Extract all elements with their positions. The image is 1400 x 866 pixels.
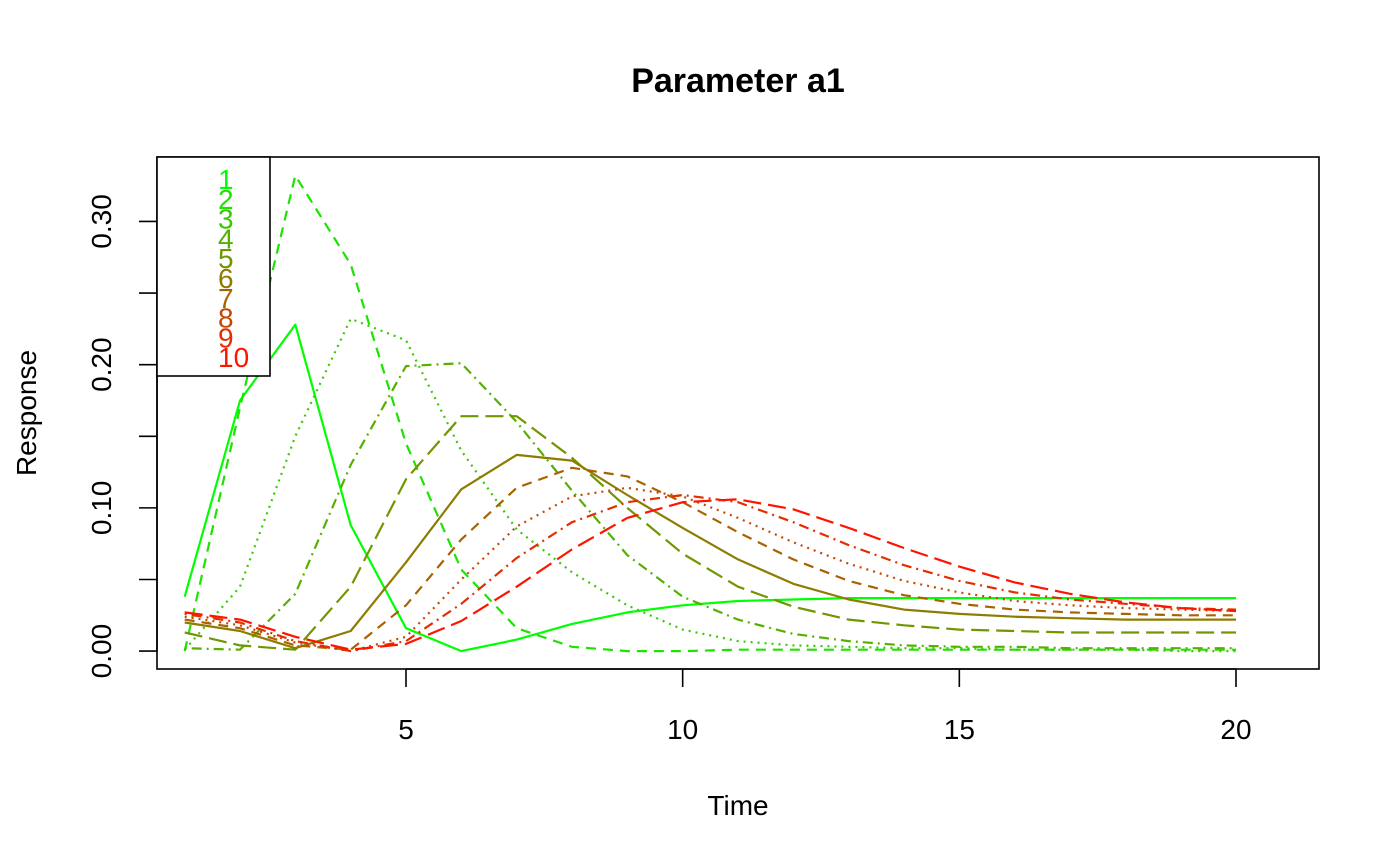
- legend-box: [156, 156, 271, 377]
- x-tick-label: 15: [944, 714, 975, 745]
- x-axis: 5 10 15 20: [398, 668, 1252, 745]
- series-line-6: [184, 453, 1236, 650]
- x-tick-label: 20: [1220, 714, 1251, 745]
- y-tick-label: 0.30: [86, 194, 117, 249]
- x-tick-label: 10: [667, 714, 698, 745]
- legend-entry-10: 10: [218, 342, 249, 373]
- series-lines: [183, 174, 1237, 653]
- series-line-8: [184, 486, 1237, 653]
- series-line-2: [183, 174, 1236, 653]
- series-line-10: [184, 498, 1237, 651]
- series-line-3: [183, 317, 1236, 653]
- legend-entry-9: 9: [218, 322, 234, 353]
- legend-entry-7: 7: [218, 283, 234, 314]
- y-tick-label: 0.20: [86, 337, 117, 392]
- series-line-1: [183, 323, 1236, 653]
- legend-entry-8: 8: [218, 303, 234, 334]
- series-line-4: [184, 362, 1236, 651]
- legend-entry-1: 1: [218, 164, 234, 195]
- series-line-9: [184, 493, 1237, 653]
- legend-entry-6: 6: [218, 263, 234, 294]
- plot-area-frame: [156, 156, 1320, 670]
- legend-entry-4: 4: [218, 223, 234, 254]
- legend-entry-5: 5: [218, 243, 234, 274]
- x-axis-label: Time: [707, 790, 768, 821]
- chart-title: Parameter a1: [631, 62, 845, 100]
- y-tick-label: 0.10: [86, 481, 117, 535]
- x-tick-label: 5: [398, 714, 414, 745]
- legend-entry-2: 2: [218, 184, 234, 215]
- y-axis: 0.00 0.10 0.20 0.30: [86, 194, 158, 679]
- series-line-7: [184, 466, 1236, 651]
- series-line-5: [184, 415, 1236, 651]
- y-tick-label: 0.00: [86, 624, 117, 679]
- legend-entry-3: 3: [218, 204, 234, 235]
- y-axis-label: Response: [11, 350, 42, 476]
